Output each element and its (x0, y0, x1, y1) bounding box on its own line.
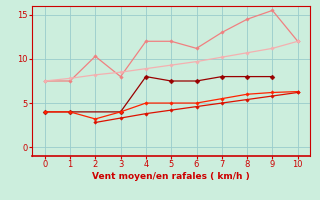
X-axis label: Vent moyen/en rafales ( km/h ): Vent moyen/en rafales ( km/h ) (92, 172, 250, 181)
